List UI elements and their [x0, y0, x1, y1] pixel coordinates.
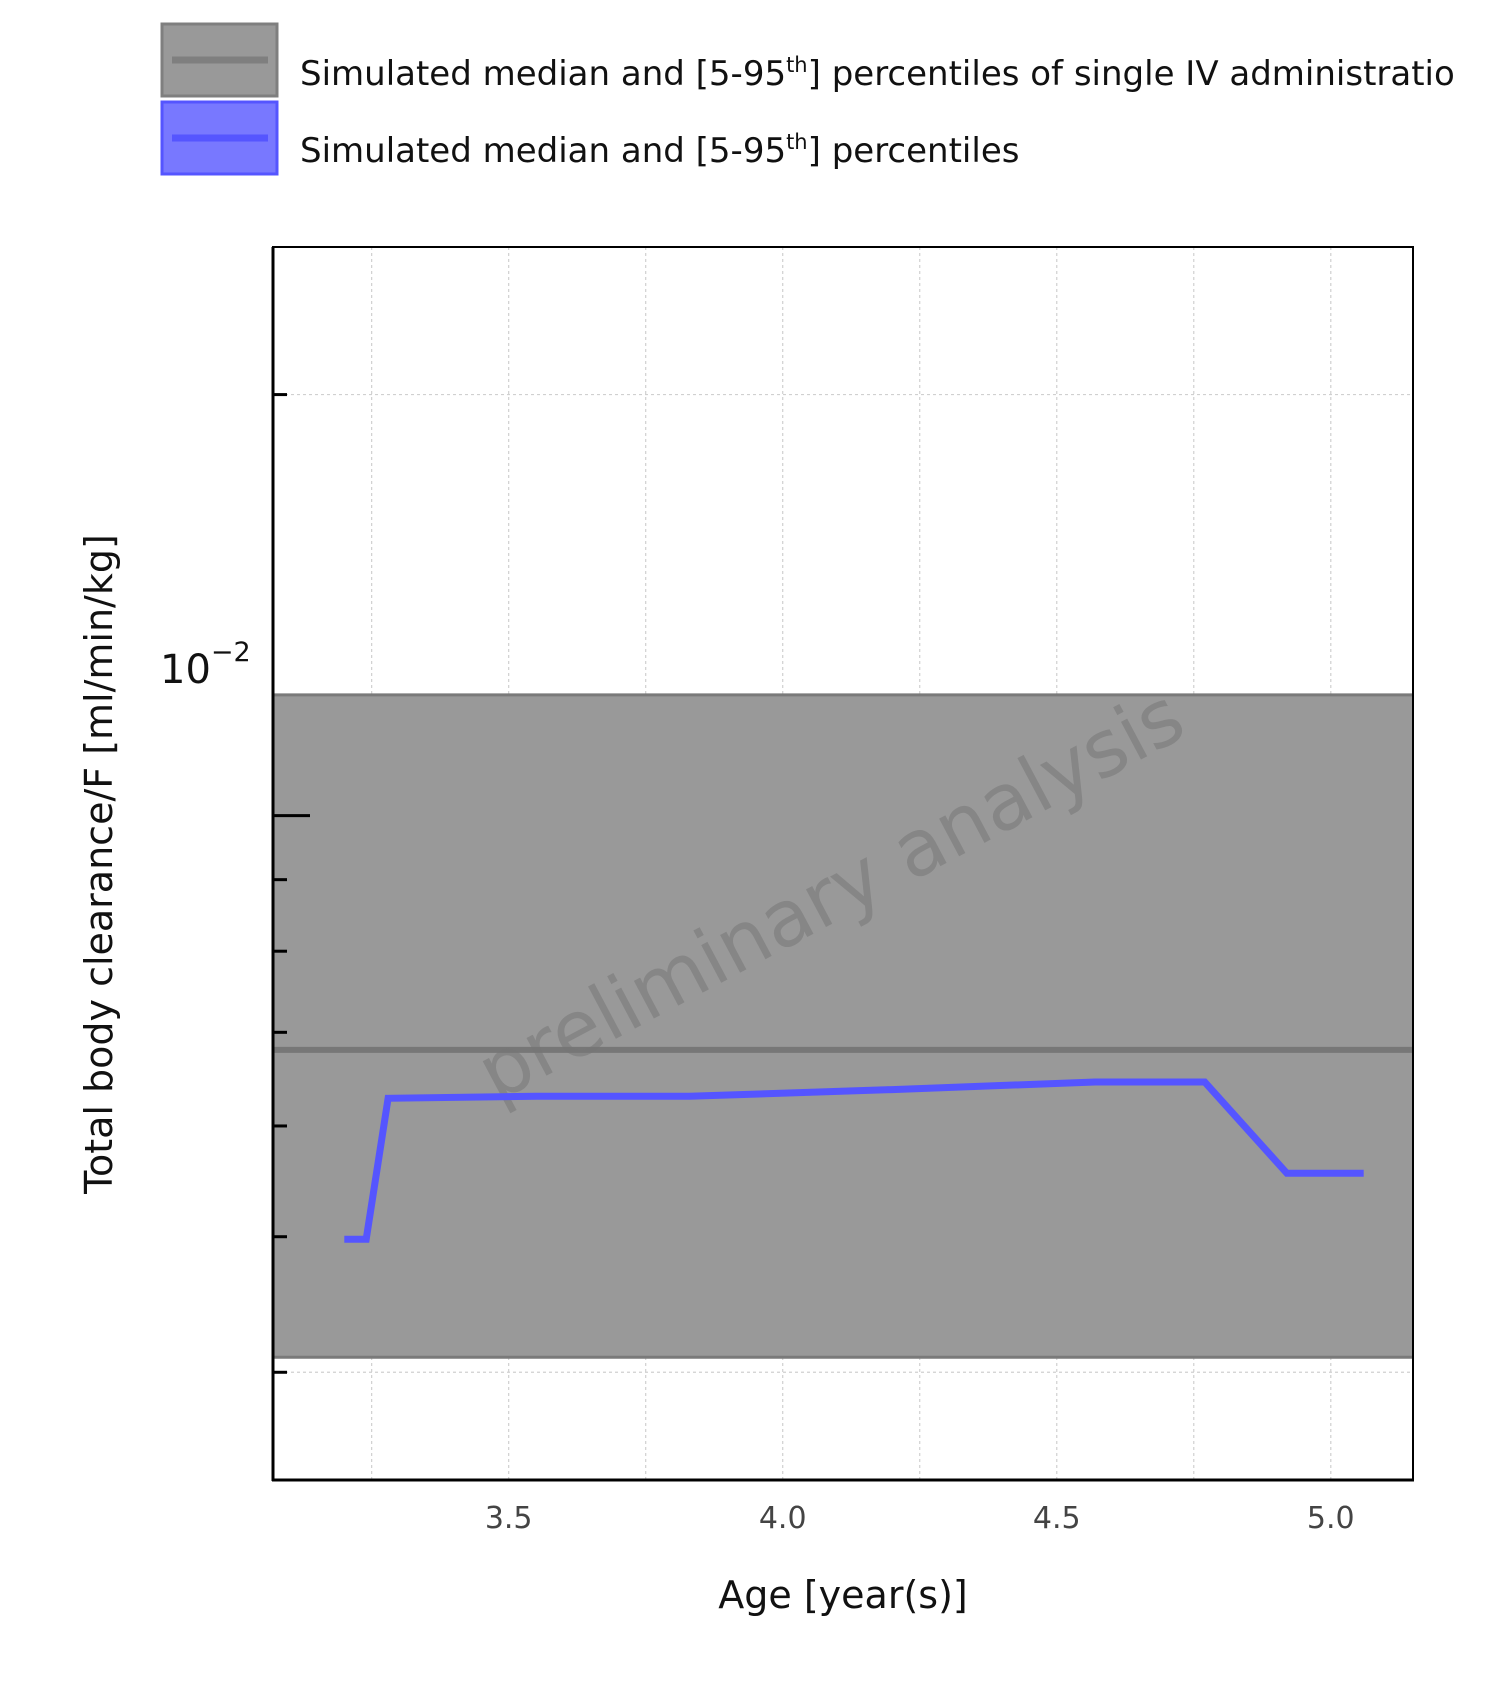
legend-item-simulated: Simulated median and [5-95th] percentile… [162, 102, 1019, 174]
x-tick-label: 4.0 [759, 1501, 807, 1536]
y-axis-title: Total body clearance/F [ml/min/kg] [77, 534, 121, 1195]
iv-reference-band [273, 695, 1413, 1357]
legend-label-simulated: Simulated median and [5-95th] percentile… [300, 130, 1019, 171]
x-tick-label: 3.5 [485, 1501, 533, 1536]
x-axis-title: Age [year(s)] [718, 1573, 967, 1617]
y-tick-label-major: 10−2 [160, 637, 251, 693]
x-tick-label: 5.0 [1307, 1501, 1355, 1536]
legend-item-iv-band: Simulated median and [5-95th] percentile… [162, 24, 1455, 96]
x-tick-label: 4.5 [1033, 1501, 1081, 1536]
legend-label-iv: Simulated median and [5-95th] percentile… [300, 53, 1455, 94]
iv-band-area [273, 695, 1413, 1357]
legend: Simulated median and [5-95th] percentile… [162, 24, 1455, 174]
